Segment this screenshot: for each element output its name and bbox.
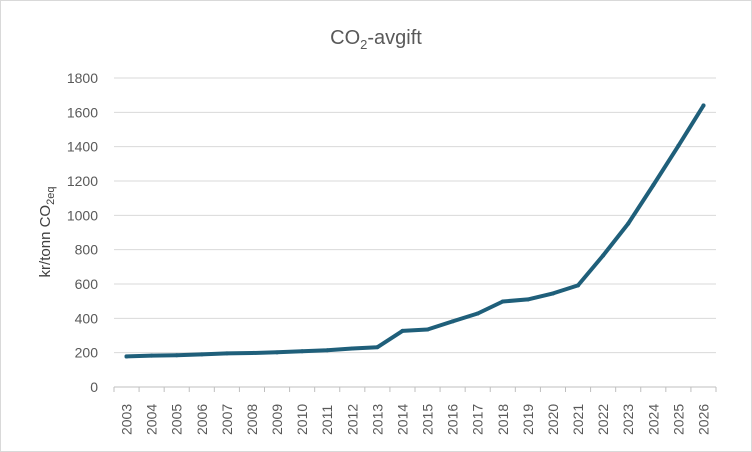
data-point (124, 354, 129, 359)
y-tick-label: 1200 (67, 173, 98, 189)
x-tick-label: 2005 (169, 404, 185, 435)
x-tick-label: 2020 (545, 404, 561, 435)
data-point (525, 297, 530, 302)
gridlines (114, 77, 716, 388)
x-tick-label: 2015 (420, 404, 436, 435)
x-tick-label: 2010 (294, 404, 310, 435)
x-tick-label: 2013 (369, 404, 385, 435)
x-tick-label: 2016 (445, 404, 461, 435)
data-point (400, 328, 405, 333)
x-tick-label: 2008 (244, 404, 260, 435)
data-point (651, 183, 656, 188)
x-tick-label: 2006 (194, 404, 210, 435)
data-point (475, 311, 480, 316)
data-point (300, 349, 305, 354)
x-tick-label: 2014 (394, 404, 410, 435)
data-point (425, 327, 430, 332)
x-tick-label: 2007 (219, 404, 235, 435)
x-tick-label: 2019 (520, 404, 536, 435)
y-tick-label: 200 (75, 345, 99, 361)
x-tick-label: 2021 (570, 404, 586, 435)
data-point (174, 353, 179, 358)
x-tick-label: 2023 (620, 404, 636, 435)
x-tick-label: 2022 (595, 404, 611, 435)
data-point (500, 299, 505, 304)
data-point (676, 143, 681, 148)
data-point (601, 253, 606, 258)
y-tick-label: 800 (75, 242, 99, 258)
y-axis-ticks: 0 200 400 600 800 1000 1200 1400 1600 1800 (67, 70, 98, 395)
y-tick-label: 1800 (67, 70, 98, 86)
x-tick-label: 2004 (144, 404, 160, 435)
y-tick-label: 1600 (67, 104, 98, 120)
chart-title: CO2-avgift (330, 27, 422, 52)
x-tick-label: 2017 (470, 404, 486, 435)
x-tick-label: 2024 (645, 404, 661, 435)
data-point (249, 351, 254, 356)
series-layer (124, 103, 706, 359)
data-point (701, 103, 706, 108)
data-point (325, 348, 330, 353)
y-tick-label: 600 (75, 276, 99, 292)
x-tick-label: 2003 (119, 404, 135, 435)
x-tick-label: 2025 (670, 404, 686, 435)
x-axis-ticks: 2003 2004 2005 2006 2007 2008 2009 2010 2011 2012… (113, 387, 717, 435)
data-point (275, 350, 280, 355)
y-tick-label: 0 (90, 379, 98, 395)
data-point (149, 353, 154, 358)
data-point (375, 345, 380, 350)
data-point (576, 283, 581, 288)
data-point (550, 291, 555, 296)
series-line-0 (124, 103, 706, 359)
x-tick-label: 2011 (319, 405, 335, 435)
x-tick-label: 2018 (495, 404, 511, 435)
data-point (350, 346, 355, 351)
y-tick-label: 400 (75, 310, 99, 326)
y-tick-label: 1400 (67, 139, 98, 155)
data-point (626, 221, 631, 226)
x-tick-label: 2012 (344, 404, 360, 435)
data-point (224, 351, 229, 356)
y-axis-label: kr/tonn CO2eq (37, 187, 57, 278)
data-point (199, 352, 204, 357)
data-point (450, 319, 455, 324)
y-tick-label: 1000 (67, 207, 98, 223)
x-tick-label: 2009 (269, 404, 285, 435)
x-tick-label: 2026 (695, 404, 711, 435)
